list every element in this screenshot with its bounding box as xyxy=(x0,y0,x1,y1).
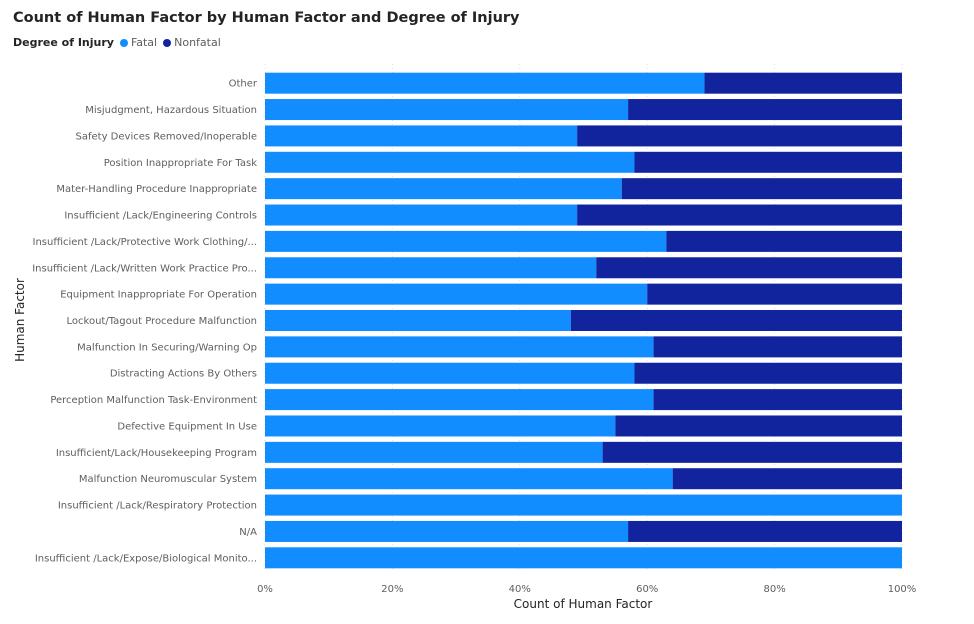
legend-item-nonfatal[interactable]: Nonfatal xyxy=(163,36,221,49)
bar-nonfatal[interactable] xyxy=(634,362,902,384)
category-label: Position Inappropriate For Task xyxy=(104,158,257,169)
category-label: Mater-Handling Procedure Inappropriate xyxy=(56,184,257,195)
bar-fatal[interactable] xyxy=(265,151,635,173)
bar-nonfatal[interactable] xyxy=(653,389,902,411)
category-label: Insufficient /Lack/Protective Work Cloth… xyxy=(33,237,258,248)
bar-fatal[interactable] xyxy=(265,336,654,358)
category-label: Insufficient /Lack/Written Work Practice… xyxy=(32,263,257,274)
category-label: Other xyxy=(229,79,258,90)
bar-nonfatal[interactable] xyxy=(602,441,902,463)
category-labels: Other Misjudgment, Hazardous Situation Saf… xyxy=(32,79,258,565)
bar-fatal[interactable] xyxy=(265,520,629,542)
bar-nonfatal[interactable] xyxy=(615,415,902,437)
category-label: Equipment Inappropriate For Operation xyxy=(60,290,257,301)
bar-nonfatal[interactable] xyxy=(647,283,902,305)
category-label: Perception Malfunction Task-Environment xyxy=(50,395,257,406)
gridlines xyxy=(264,64,903,571)
bar-fatal[interactable] xyxy=(265,468,673,490)
x-tick-label: 40% xyxy=(509,584,531,595)
bar-fatal[interactable] xyxy=(265,178,622,200)
category-label: Malfunction Neuromuscular System xyxy=(79,474,257,485)
bar-fatal[interactable] xyxy=(265,389,654,411)
legend-marker-nonfatal xyxy=(163,38,172,47)
x-tick-label: 80% xyxy=(763,584,785,595)
legend-item-fatal[interactable]: Fatal xyxy=(119,36,158,49)
bar-fatal[interactable] xyxy=(265,310,571,331)
category-label: Distracting Actions By Others xyxy=(110,369,257,380)
bar-nonfatal[interactable] xyxy=(596,257,902,279)
category-label: Malfunction In Securing/Warning Op xyxy=(77,342,257,353)
category-label: Safety Devices Removed/Inoperable xyxy=(76,131,257,142)
legend: Degree of Injury Fatal Nonfatal xyxy=(13,36,227,49)
y-axis-title: Human Factor xyxy=(13,278,27,362)
bar-nonfatal[interactable] xyxy=(634,151,902,173)
chart-title: Count of Human Factor by Human Factor an… xyxy=(13,10,520,26)
category-label: Insufficient /Lack/Expose/Biological Mon… xyxy=(35,553,257,564)
category-label: Insufficient /Lack/Engineering Controls xyxy=(64,211,257,222)
bar-fatal[interactable] xyxy=(265,494,902,516)
bar-nonfatal[interactable] xyxy=(628,99,902,121)
bar-fatal[interactable] xyxy=(265,547,902,569)
category-label: Misjudgment, Hazardous Situation xyxy=(85,105,257,116)
category-label: Insufficient/Lack/Housekeeping Program xyxy=(56,448,257,459)
legend-marker-fatal xyxy=(119,38,128,47)
bar-fatal[interactable] xyxy=(265,230,667,252)
bar-nonfatal[interactable] xyxy=(672,468,902,490)
legend-label-nonfatal: Nonfatal xyxy=(174,36,221,49)
x-tick-label: 60% xyxy=(636,584,658,595)
bar-fatal[interactable] xyxy=(265,362,635,384)
category-label: Lockout/Tagout Procedure Malfunction xyxy=(67,316,257,327)
bar-fatal[interactable] xyxy=(265,99,629,121)
x-tick-label: 100% xyxy=(888,584,917,595)
bar-fatal[interactable] xyxy=(265,257,597,279)
bar-nonfatal[interactable] xyxy=(653,336,902,358)
bar-nonfatal[interactable] xyxy=(570,310,902,331)
bar-nonfatal[interactable] xyxy=(621,178,902,200)
legend-title: Degree of Injury xyxy=(13,36,114,49)
bar-nonfatal[interactable] xyxy=(577,125,902,147)
bar-fatal[interactable] xyxy=(265,125,578,147)
bar-nonfatal[interactable] xyxy=(628,520,902,542)
category-label: Insufficient /Lack/Respiratory Protectio… xyxy=(58,501,257,512)
bar-fatal[interactable] xyxy=(265,283,648,305)
bar-fatal[interactable] xyxy=(265,204,578,226)
category-label: N/A xyxy=(239,527,257,538)
bar-fatal[interactable] xyxy=(265,441,603,463)
x-tick-label: 20% xyxy=(381,584,403,595)
legend-label-fatal: Fatal xyxy=(130,36,158,49)
x-tick-label: 0% xyxy=(257,584,273,595)
bar-fatal[interactable] xyxy=(265,72,705,94)
x-axis-title: Count of Human Factor xyxy=(514,597,653,611)
bar-nonfatal[interactable] xyxy=(666,230,902,252)
category-label: Defective Equipment In Use xyxy=(117,421,257,432)
x-tick-labels: 0% 20% 40% 60% 80% 100% xyxy=(257,584,916,595)
bar-nonfatal[interactable] xyxy=(577,204,902,226)
bars xyxy=(265,72,902,569)
bar-fatal[interactable] xyxy=(265,415,616,437)
bar-nonfatal[interactable] xyxy=(704,72,902,94)
